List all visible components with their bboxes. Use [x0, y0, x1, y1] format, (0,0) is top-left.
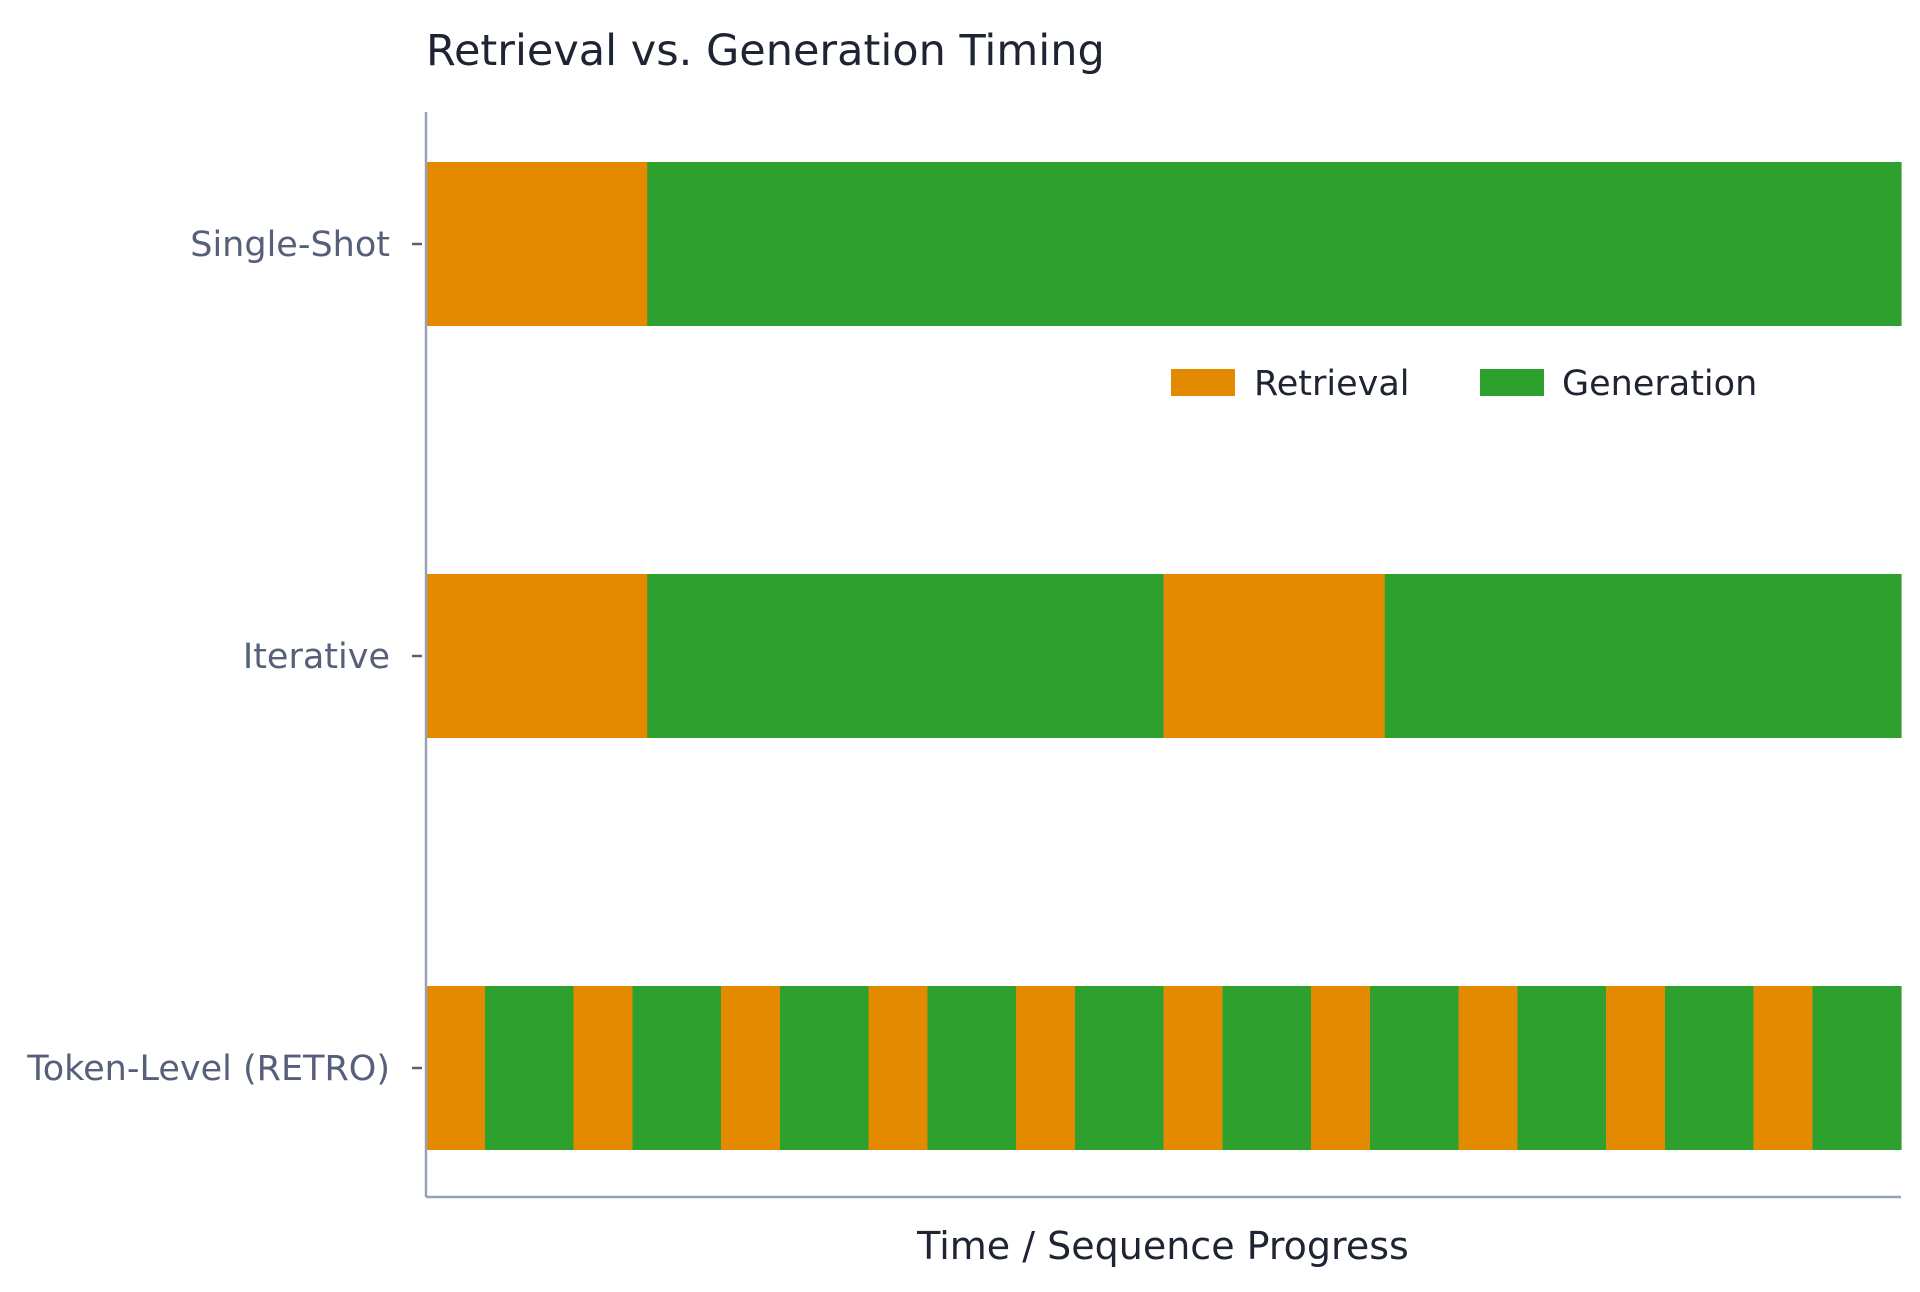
- bar-segment-retrieval-2-2: [573, 986, 634, 1150]
- bar-segment-generation-2-13: [1370, 986, 1460, 1150]
- category-label-2: Token-Level (RETRO): [26, 1049, 390, 1089]
- bar-segment-retrieval-2-18: [1753, 986, 1814, 1150]
- bar-segment-retrieval-1-0: [426, 574, 648, 738]
- bar-segment-retrieval-2-16: [1606, 986, 1666, 1150]
- legend-swatch-generation: [1480, 369, 1544, 396]
- bar-segment-generation-2-7: [927, 986, 1017, 1150]
- chart-title: Retrieval vs. Generation Timing: [426, 26, 1105, 76]
- category-label-0: Single-Shot: [190, 225, 390, 265]
- category-labels: Single-Shot Iterative Token-Level (RETRO): [26, 225, 422, 1089]
- bar-segment-retrieval-2-4: [721, 986, 781, 1150]
- bar-segment-generation-2-19: [1812, 986, 1902, 1150]
- bar-segment-retrieval-2-0: [426, 986, 486, 1150]
- legend-label-retrieval: Retrieval: [1254, 364, 1410, 404]
- bar-segment-generation-2-9: [1075, 986, 1165, 1150]
- bars-group: [426, 162, 1902, 1150]
- bar-segment-generation-2-15: [1517, 986, 1607, 1150]
- bar-segment-generation-2-3: [632, 986, 722, 1150]
- bar-segment-retrieval-2-14: [1458, 986, 1519, 1150]
- legend-swatch-retrieval: [1171, 369, 1235, 396]
- bar-segment-generation-1-3: [1384, 574, 1902, 738]
- bar-segment-generation-2-11: [1222, 986, 1312, 1150]
- bar-segment-generation-2-1: [485, 986, 575, 1150]
- bar-segment-retrieval-2-10: [1163, 986, 1224, 1150]
- legend-label-generation: Generation: [1562, 364, 1757, 404]
- bar-segment-retrieval-0-0: [426, 162, 648, 326]
- bar-segment-generation-1-1: [647, 574, 1165, 738]
- bar-segment-generation-0-1: [647, 162, 1902, 326]
- bar-segment-retrieval-2-12: [1311, 986, 1371, 1150]
- bar-segment-generation-2-5: [780, 986, 870, 1150]
- bar-segment-generation-2-17: [1665, 986, 1755, 1150]
- category-label-1: Iterative: [243, 637, 390, 677]
- bar-segment-retrieval-2-8: [1016, 986, 1076, 1150]
- x-axis-label: Time / Sequence Progress: [916, 1224, 1409, 1268]
- legend: Retrieval Generation: [1171, 364, 1757, 404]
- bar-segment-retrieval-2-6: [868, 986, 929, 1150]
- bar-segment-retrieval-1-2: [1163, 574, 1386, 738]
